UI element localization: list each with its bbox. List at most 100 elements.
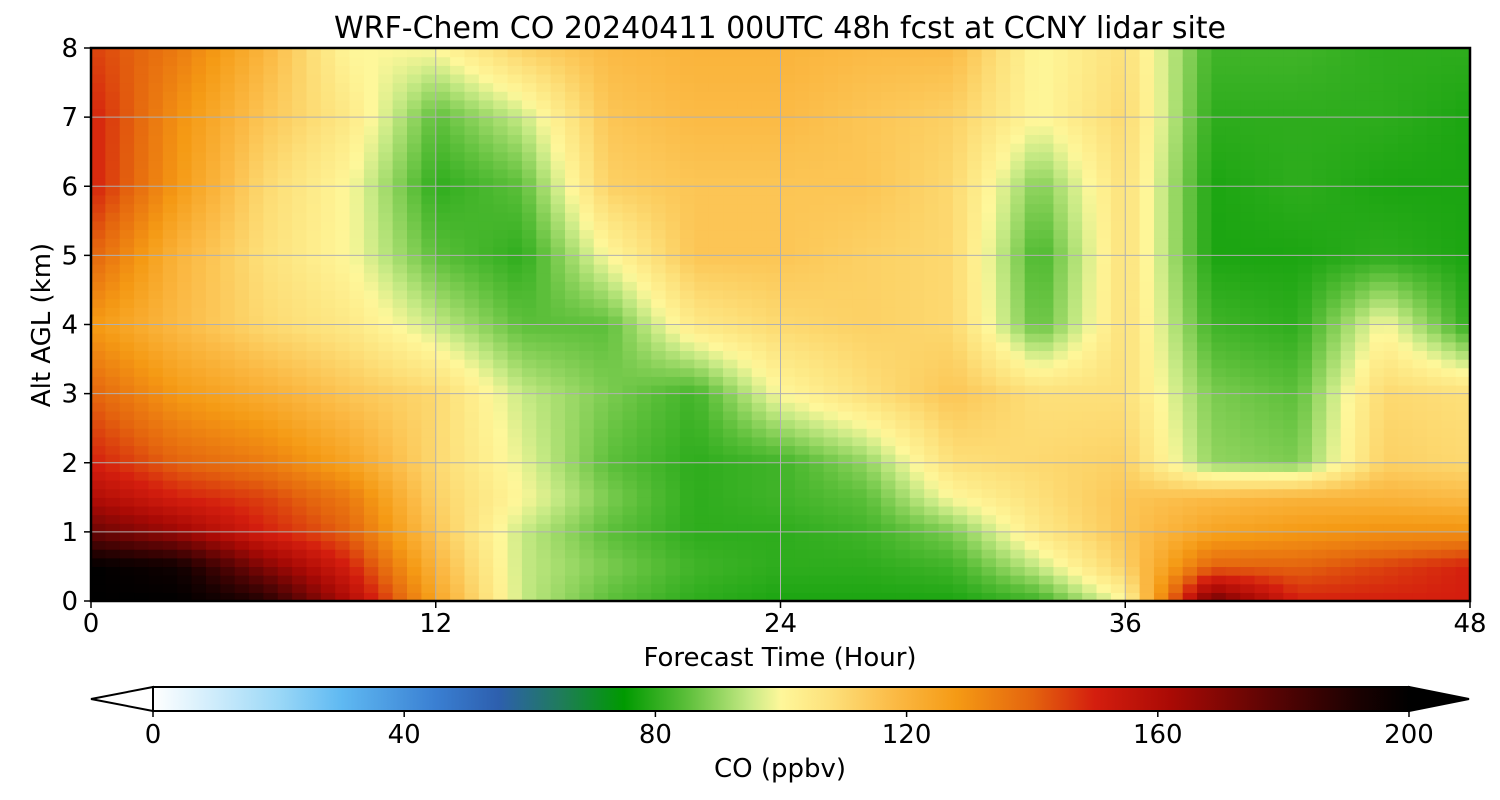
heatmap-cell	[665, 281, 681, 291]
heatmap-cell	[852, 549, 868, 559]
heatmap-cell	[622, 324, 638, 334]
heatmap-cell	[363, 194, 379, 205]
heatmap-cell	[493, 480, 509, 490]
heatmap-cell	[105, 91, 121, 101]
heatmap-cell	[679, 583, 695, 593]
heatmap-cell	[881, 575, 897, 585]
heatmap-cell	[909, 445, 925, 455]
heatmap-cell	[981, 324, 997, 334]
heatmap-cell	[809, 514, 825, 524]
heatmap-cell	[809, 497, 825, 507]
heatmap-cell	[134, 108, 150, 118]
heatmap-cell	[335, 471, 351, 481]
heatmap-cell	[306, 549, 322, 559]
heatmap-cell	[995, 402, 1011, 412]
heatmap-cell	[967, 480, 983, 490]
heatmap-cell	[737, 566, 753, 576]
heatmap-cell	[1153, 419, 1169, 429]
heatmap-cell	[1053, 82, 1069, 92]
heatmap-cell	[1039, 393, 1055, 403]
heatmap-cell	[837, 350, 853, 360]
heatmap-cell	[995, 255, 1011, 265]
heatmap-cell	[1082, 117, 1098, 127]
heatmap-cell	[134, 238, 150, 248]
heatmap-cell	[895, 393, 911, 403]
heatmap-cell	[105, 73, 121, 84]
heatmap-cell	[378, 73, 394, 84]
heatmap-cell	[1110, 307, 1126, 317]
heatmap-cell	[608, 272, 624, 282]
heatmap-cell	[320, 272, 336, 282]
heatmap-cell	[119, 56, 135, 66]
heatmap-cell	[435, 410, 451, 421]
heatmap-cell	[363, 341, 379, 352]
heatmap-cell	[1024, 324, 1040, 334]
heatmap-cell	[1024, 419, 1040, 429]
heatmap-cell	[464, 376, 480, 386]
heatmap-cell	[363, 454, 379, 464]
heatmap-cell	[191, 143, 207, 153]
heatmap-cell	[464, 307, 480, 317]
heatmap-cell	[91, 48, 106, 58]
heatmap-cell	[1125, 143, 1141, 153]
heatmap-cell	[378, 428, 394, 438]
heatmap-cell	[1182, 341, 1198, 352]
heatmap-cell	[593, 428, 609, 438]
heatmap-cell	[679, 186, 695, 196]
heatmap-cell	[1039, 497, 1055, 507]
heatmap-cell	[521, 324, 537, 334]
heatmap-cell	[1053, 333, 1069, 343]
heatmap-cell	[665, 194, 681, 205]
heatmap-cell	[1153, 151, 1169, 161]
heatmap-cell	[694, 531, 710, 542]
heatmap-cell	[881, 186, 897, 196]
heatmap-cell	[622, 341, 638, 352]
heatmap-cell	[708, 575, 724, 585]
heatmap-cell	[1182, 298, 1198, 308]
heatmap-cell	[536, 246, 552, 256]
heatmap-cell	[737, 497, 753, 507]
heatmap-cell	[1197, 177, 1213, 187]
heatmap-cell	[507, 194, 523, 205]
heatmap-cell	[909, 436, 925, 447]
heatmap-cell	[435, 523, 451, 533]
heatmap-cell	[751, 384, 767, 395]
heatmap-cell	[1197, 462, 1213, 472]
heatmap-cell	[220, 333, 236, 343]
heatmap-cell	[421, 557, 437, 568]
heatmap-cell	[363, 82, 379, 92]
heatmap-cell	[148, 566, 164, 576]
heatmap-cell	[464, 264, 480, 274]
heatmap-cell	[622, 238, 638, 248]
heatmap-cell	[234, 514, 250, 524]
heatmap-cell	[967, 238, 983, 248]
heatmap-cell	[1082, 186, 1098, 196]
heatmap-cell	[751, 471, 767, 481]
heatmap-cell	[1024, 91, 1040, 101]
heatmap-cell	[651, 315, 667, 326]
heatmap-cell	[593, 246, 609, 256]
heatmap-cell	[392, 540, 408, 550]
heatmap-cell	[1168, 177, 1184, 187]
heatmap-cell	[392, 367, 408, 377]
heatmap-cell	[881, 246, 897, 256]
heatmap-cell	[162, 531, 178, 542]
heatmap-cell	[119, 229, 135, 239]
heatmap-cell	[1053, 281, 1069, 291]
heatmap-cell	[464, 229, 480, 239]
heatmap-cell	[1110, 384, 1126, 395]
heatmap-cell	[507, 73, 523, 84]
heatmap-cell	[119, 462, 135, 472]
heatmap-cell	[608, 333, 624, 343]
heatmap-cell	[780, 419, 796, 429]
heatmap-cell	[995, 160, 1011, 170]
heatmap-cell	[220, 393, 236, 403]
heatmap-cell	[435, 557, 451, 568]
heatmap-cell	[981, 125, 997, 136]
heatmap-cell	[263, 99, 279, 110]
heatmap-cell	[881, 341, 897, 352]
heatmap-cell	[909, 531, 925, 542]
heatmap-cell	[852, 212, 868, 222]
heatmap-cell	[852, 91, 868, 101]
heatmap-cell	[723, 134, 738, 144]
